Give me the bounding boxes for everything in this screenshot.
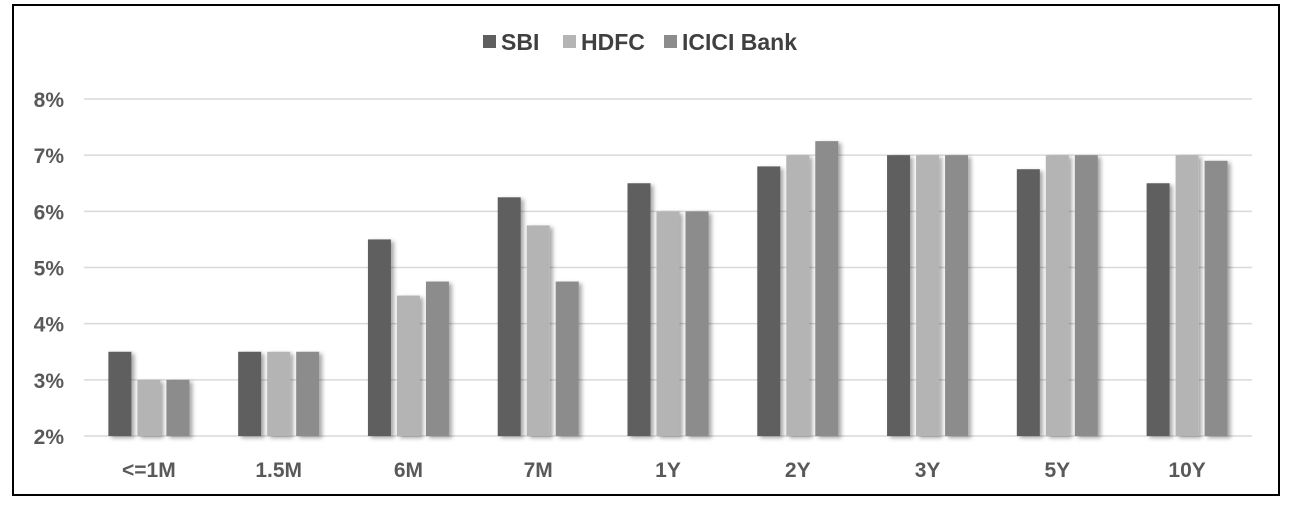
y-axis-ticks: 2% 3% 4% 5% 6% 7% 8% <box>34 89 65 449</box>
bar-hdfc-1 <box>267 351 291 436</box>
bar-sbi-0 <box>108 351 132 436</box>
y-tick-label: 6% <box>34 201 65 224</box>
bar-sbi-1 <box>238 351 262 436</box>
bar-icici-bank-1 <box>296 351 320 436</box>
bar-hdfc-3 <box>526 225 550 436</box>
bar-hdfc-6 <box>916 155 940 436</box>
x-tick-label: 7M <box>524 459 553 482</box>
y-tick-label: 8% <box>34 89 65 112</box>
legend-swatch-sbi <box>483 35 496 48</box>
bar-hdfc-7 <box>1045 155 1069 436</box>
bars <box>108 141 1228 437</box>
x-tick-label: 1Y <box>655 459 681 482</box>
x-tick-label: 2Y <box>785 459 811 482</box>
bar-hdfc-2 <box>396 295 420 436</box>
y-tick-label: 7% <box>34 145 65 168</box>
bar-icici-bank-8 <box>1204 160 1228 437</box>
legend-label: ICICI Bank <box>682 29 797 55</box>
bar-hdfc-8 <box>1175 155 1199 436</box>
bar-sbi-2 <box>367 239 391 436</box>
bar-icici-bank-0 <box>166 379 190 436</box>
y-tick-label: 2% <box>34 426 65 449</box>
y-tick-label: 5% <box>34 258 65 281</box>
bar-sbi-8 <box>1146 183 1170 436</box>
y-tick-label: 3% <box>34 370 65 393</box>
bar-sbi-7 <box>1016 169 1040 437</box>
x-tick-label: 5Y <box>1044 459 1070 482</box>
legend-swatch-hdfc <box>563 35 576 48</box>
x-tick-label: 1.5M <box>255 459 302 482</box>
x-tick-label: 10Y <box>1168 459 1205 482</box>
bar-hdfc-5 <box>786 155 810 436</box>
bar-sbi-4 <box>627 183 651 436</box>
bar-hdfc-0 <box>137 379 161 436</box>
x-axis-ticks: <=1M 1.5M 6M 7M 1Y 2Y 3Y 5Y 10Y <box>122 459 1206 482</box>
bar-hdfc-4 <box>656 211 680 436</box>
legend: SBI HDFC ICICI Bank <box>483 29 797 55</box>
x-tick-label: 6M <box>394 459 423 482</box>
bar-icici-bank-2 <box>425 281 449 436</box>
y-tick-label: 4% <box>34 314 65 337</box>
bar-icici-bank-4 <box>685 211 709 436</box>
legend-label: SBI <box>501 29 539 55</box>
bar-sbi-3 <box>497 197 521 436</box>
bar-icici-bank-5 <box>815 141 839 436</box>
x-tick-label: 3Y <box>915 459 941 482</box>
legend-label: HDFC <box>581 29 645 55</box>
bar-icici-bank-3 <box>555 281 579 436</box>
bar-icici-bank-6 <box>945 155 969 436</box>
x-tick-label: <=1M <box>122 459 176 482</box>
bar-sbi-6 <box>887 155 911 436</box>
legend-swatch-icici-bank <box>664 35 677 48</box>
bar-sbi-5 <box>757 166 781 436</box>
bar-icici-bank-7 <box>1074 155 1098 436</box>
